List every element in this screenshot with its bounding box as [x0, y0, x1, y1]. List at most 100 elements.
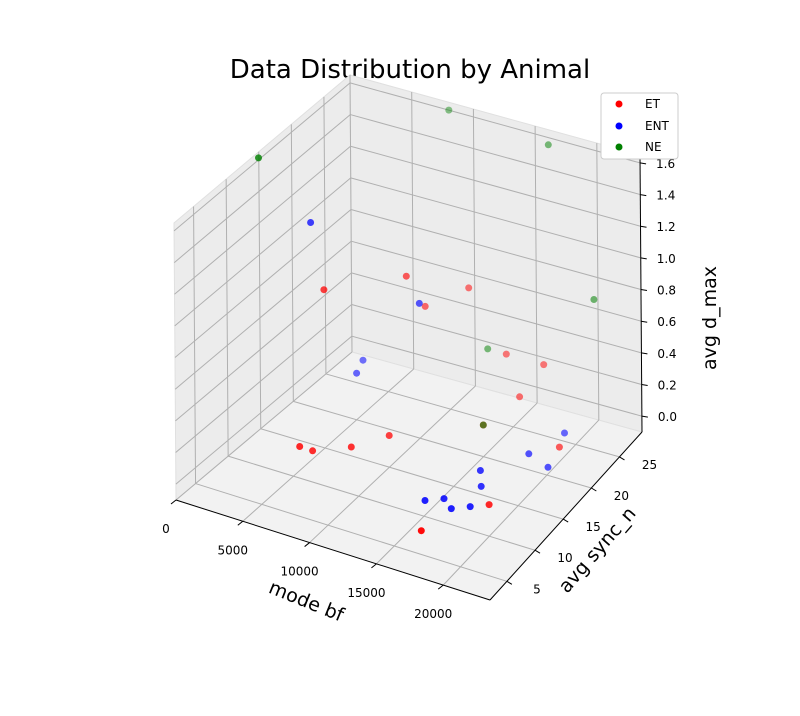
point-et-2 [309, 447, 317, 455]
y-tick-label: 20 [614, 489, 629, 503]
axis-lines [175, 154, 643, 601]
x-tick-label: 0 [162, 522, 170, 536]
legend-marker-et [615, 100, 623, 108]
point-et-11 [540, 361, 548, 369]
point-ent-2 [353, 369, 361, 377]
grid-line-x-floor [242, 368, 415, 522]
grid-line-y-floor [228, 455, 536, 551]
point-ent-3 [415, 299, 423, 307]
grid-line-y-floor [260, 428, 564, 520]
data-points [255, 106, 598, 535]
grid-line-z-back [351, 240, 642, 322]
grid-line-y-left [323, 96, 327, 374]
z-tick-label: 0.4 [657, 347, 676, 361]
y-tick-mark [591, 487, 597, 492]
z-tick-mark [641, 352, 648, 355]
legend-marker-ne [615, 143, 623, 151]
z-tick-label: 0.2 [658, 379, 677, 393]
grid-line-z-back [350, 209, 642, 291]
x-tick-label: 5000 [218, 543, 249, 557]
z-tick-mark [641, 320, 648, 323]
point-ent-12 [421, 497, 429, 504]
x-tick-label: 15000 [347, 586, 385, 600]
point-et-9 [502, 350, 510, 358]
point-et-12 [555, 443, 563, 451]
legend-box [600, 92, 679, 160]
point-ne-1 [445, 106, 453, 114]
grid-line-x-floor [376, 402, 538, 565]
y-tick-label: 15 [586, 520, 601, 534]
grid-line-y-left [225, 179, 229, 457]
grid-line-y-left [290, 124, 294, 402]
point-ent-7 [525, 450, 533, 458]
point-ne-5 [544, 141, 552, 149]
y-tick-mark [534, 549, 541, 554]
point-ent-5 [447, 505, 455, 513]
grid-line-y-left [258, 151, 262, 429]
grid-line-y-left [193, 206, 197, 484]
grid-line-x-back [596, 143, 600, 421]
point-et-7 [465, 284, 473, 292]
point-ent-4 [440, 495, 448, 503]
point-et-4 [347, 443, 355, 451]
grid-line-z-left [174, 177, 352, 327]
legend-label-ent: ENT [645, 119, 670, 133]
point-ent-9 [544, 463, 552, 471]
grid-line-z-left [174, 209, 352, 358]
grid-line-z-back [349, 82, 641, 164]
grid-line-y-floor [195, 483, 508, 582]
point-ne-0 [255, 154, 262, 162]
point-ent-10 [476, 467, 484, 474]
grid-line-z-left [174, 240, 352, 390]
z-tick-mark [639, 162, 647, 165]
grid-line-y-floor [325, 373, 620, 458]
point-et-3 [402, 272, 410, 280]
legend-label-et: ET [645, 97, 661, 111]
point-ent-6 [561, 429, 568, 437]
point-et-13 [485, 501, 493, 509]
point-ent-11 [466, 503, 474, 511]
point-ent-0 [307, 219, 315, 226]
z-tick-label: 0.0 [658, 410, 677, 424]
x-tick-mark [170, 499, 177, 505]
tick-labels: 0 5000 10000 15000 20000 5 10 15 20 25 0.0 0.2 0.4 0.… [162, 157, 677, 621]
point-et-6 [421, 302, 429, 310]
z-tick-mark [641, 384, 648, 387]
y-tick-label: 5 [533, 582, 541, 596]
y-tick-mark [562, 518, 569, 523]
grid-line-x-back [349, 74, 353, 353]
point-ne-4 [590, 296, 598, 303]
grid-line-z-back [351, 304, 642, 385]
point-et-14 [417, 527, 425, 535]
grid-line-x-back [411, 92, 415, 370]
grid-line-z-back [351, 272, 642, 354]
z-tick-label: 0.6 [657, 315, 676, 329]
legend-marker-ent [615, 122, 623, 130]
z-axis-line [639, 154, 643, 433]
x-tick-label: 20000 [414, 607, 452, 621]
x-tick-mark [304, 542, 310, 547]
grid-line-z-left [173, 82, 351, 232]
point-et-0 [320, 286, 328, 294]
legend: ET ENT NE [600, 92, 679, 160]
grid-line-z-back [350, 114, 641, 196]
chart-title: Data Distribution by Animal [230, 55, 590, 85]
y-tick-label: 25 [642, 458, 657, 472]
grid-lines [173, 74, 643, 586]
grid-line-z-left [175, 272, 352, 422]
grid-line-z-back [350, 177, 641, 259]
z-tick-label: 1.0 [657, 252, 676, 266]
y-tick-mark [506, 580, 513, 585]
z-tick-mark [640, 194, 647, 197]
grid-line-y-floor [293, 400, 592, 489]
legend-label-ne: NE [645, 140, 662, 154]
grid-line-x-back [534, 126, 538, 404]
point-ne-3 [479, 421, 487, 429]
point-ne-2 [484, 345, 492, 353]
z-tick-label: 1.2 [657, 220, 676, 234]
x-axis-line [175, 499, 491, 601]
grid-line-z-left [175, 304, 352, 453]
grid-line-z-back [351, 335, 643, 417]
z-tick-label: 0.8 [657, 284, 676, 298]
